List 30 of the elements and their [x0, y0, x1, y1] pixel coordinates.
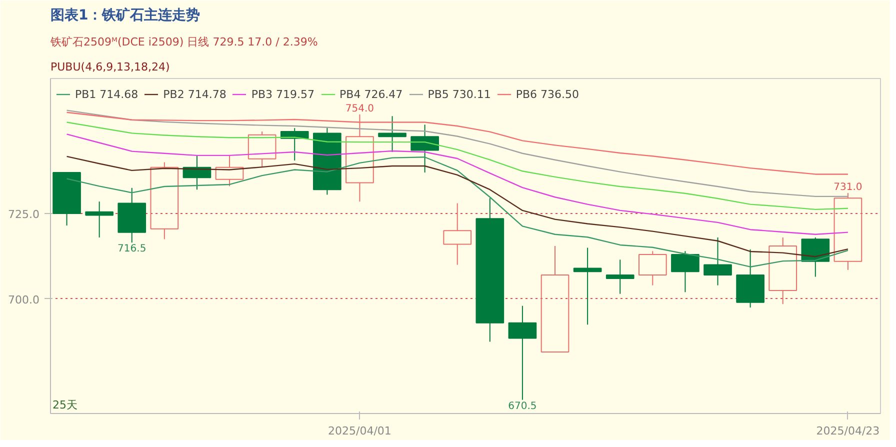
chart-title: 图表1：铁矿石主连走势 [50, 6, 200, 24]
candlestick [606, 259, 634, 294]
legend-label: PB1 714.68 [75, 88, 138, 100]
candlestick [85, 201, 114, 238]
candlestick [443, 202, 472, 266]
legend-label: PB2 714.78 [163, 88, 226, 100]
annotation: 731.0 [834, 182, 862, 194]
candlestick [476, 198, 504, 342]
candlestick [410, 124, 439, 174]
legend-label: PB4 726.47 [340, 88, 403, 100]
text: 铁矿石2509ᴹ(DCE i2509) 日线 729.5 17.0 / 2.39% [50, 36, 318, 48]
annotation: 716.5 [118, 244, 146, 255]
line-series [66, 112, 849, 175]
annotation: 754.0 [345, 103, 374, 114]
candlestick [704, 236, 732, 286]
annotation: 670.5 [508, 400, 537, 412]
annotation: 25天 [52, 398, 78, 412]
y-tick-label: 725.0 [8, 208, 40, 222]
candlestick [508, 305, 537, 400]
candlestick [118, 187, 146, 244]
x-tick-label: 2025/04/01 [328, 424, 392, 438]
x-tick-label: 2025/04/23 [816, 424, 880, 438]
legend-label: PB5 730.11 [428, 88, 491, 100]
legend-title: PUBU(4,6,9,13,18,24) [50, 60, 170, 74]
legend-label: PB3 719.57 [251, 88, 315, 100]
candlestick [378, 116, 406, 152]
candlestick [573, 247, 602, 326]
y-tick-label: 700.0 [8, 293, 40, 306]
candlestick [768, 236, 798, 305]
legend-label: PB6 736.50 [516, 88, 580, 100]
